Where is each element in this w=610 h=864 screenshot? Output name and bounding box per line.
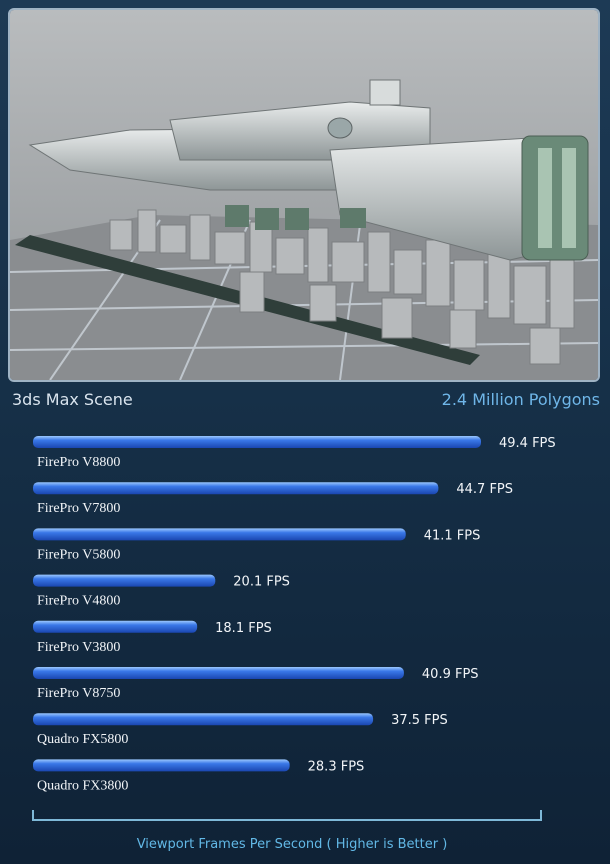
bar-firepro-v8800 (33, 436, 481, 448)
value-label: 18.1 FPS (215, 621, 272, 636)
value-label: 37.5 FPS (391, 713, 448, 728)
polygon-count: 2.4 Million Polygons (441, 390, 600, 409)
value-label: 44.7 FPS (456, 482, 513, 497)
category-label: FirePro V8750 (37, 686, 120, 701)
category-label: FirePro V8800 (37, 455, 120, 470)
spaceship (28, 79, 589, 261)
x-axis (32, 810, 542, 821)
bar-quadro-fx5800 (33, 713, 374, 726)
value-label: 20.1 FPS (233, 575, 290, 590)
category-label: Quadro FX3800 (37, 778, 128, 793)
category-label: Quadro FX5800 (37, 732, 128, 747)
category-label: FirePro V4800 (37, 594, 120, 609)
scene-illustration (10, 10, 598, 380)
value-label: 28.3 FPS (308, 759, 365, 774)
bar-firepro-v3800 (33, 620, 198, 633)
bar-firepro-v5800 (33, 528, 406, 541)
category-label: FirePro V7800 (37, 501, 120, 516)
scene-title: 3ds Max Scene (12, 390, 133, 409)
category-label: FirePro V5800 (37, 547, 120, 562)
bar-quadro-fx3800 (33, 759, 290, 772)
category-label: FirePro V3800 (37, 640, 120, 655)
value-label: 41.1 FPS (424, 528, 481, 543)
bar-firepro-v4800 (33, 574, 216, 587)
bar-firepro-v7800 (33, 482, 439, 495)
fps-bar-chart: 49.4 FPS FirePro V8800 44.7 FPS FirePro V78… (32, 436, 556, 852)
bar-firepro-v8750 (33, 667, 404, 679)
value-label: 49.4 FPS (499, 436, 556, 451)
x-axis-label: Viewport Frames Per Second ( Higher is B… (137, 837, 448, 852)
value-label: 40.9 FPS (422, 667, 479, 682)
bar-series: 49.4 FPS FirePro V8800 44.7 FPS FirePro V78… (33, 436, 556, 793)
x-axis-bracket (32, 810, 542, 821)
scene-render-image (8, 8, 600, 382)
